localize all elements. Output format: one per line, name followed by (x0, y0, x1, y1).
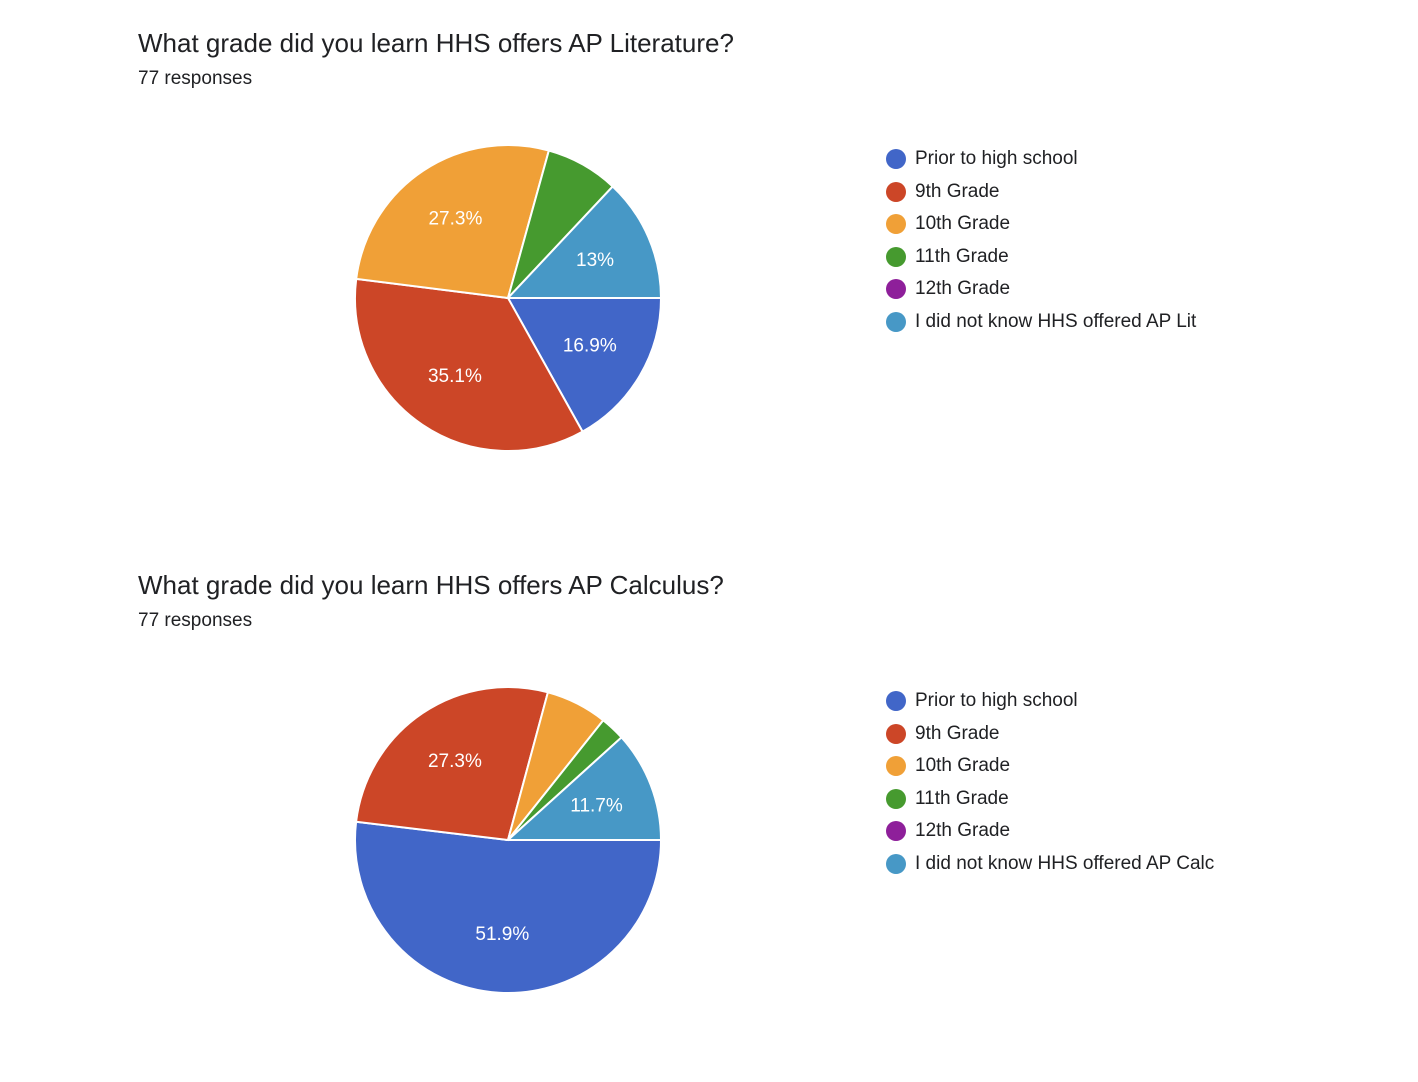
legend-swatch (886, 214, 906, 235)
legend-label: 11th Grade (915, 245, 1009, 267)
legend-item-9th-grade: 9th Grade (886, 718, 1214, 751)
slice-percent-label: 27.3% (428, 751, 482, 772)
legend-item-i-did-not-know-hhs-offered-ap-lit: I did not know HHS offered AP Lit (886, 306, 1196, 339)
pie-slice-10th-grade (355, 144, 551, 300)
chart-title: What grade did you learn HHS offers AP L… (138, 28, 734, 58)
chart-title: What grade did you learn HHS offers AP C… (138, 570, 724, 600)
slice-percent-label: 13% (576, 250, 614, 271)
pie-chart: 16.9% 35.1% 27.3% 13% (354, 144, 663, 452)
legend: Prior to high school 9th Grade 10th Grade 1… (886, 685, 1214, 880)
legend-item-12th-grade: 12th Grade (886, 273, 1196, 306)
slice-percent-label: 35.1% (428, 366, 482, 387)
legend: Prior to high school 9th Grade 10th Grade 1… (886, 143, 1196, 338)
response-count: 77 responses (138, 68, 253, 89)
legend-label: I did not know HHS offered AP Calc (915, 852, 1215, 874)
legend-item-10th-grade: 10th Grade (886, 208, 1196, 241)
legend-label: 11th Grade (915, 787, 1009, 809)
legend-swatch (886, 311, 906, 332)
chart-ap-calculus: What grade did you learn HHS offers AP C… (0, 542, 1418, 1082)
legend-item-i-did-not-know-hhs-offered-ap-calc: I did not know HHS offered AP Calc (886, 848, 1214, 881)
legend-swatch (886, 181, 906, 202)
pie-slice-9th-grade (354, 686, 550, 842)
legend-label: I did not know HHS offered AP Lit (915, 310, 1197, 332)
legend-swatch (886, 279, 906, 300)
legend-label: 12th Grade (915, 820, 1011, 842)
legend-item-9th-grade: 9th Grade (886, 176, 1196, 209)
legend-swatch (886, 691, 906, 712)
legend-label: 10th Grade (915, 755, 1011, 777)
legend-swatch (886, 756, 906, 777)
slice-percent-label: 27.3% (428, 209, 482, 230)
slice-percent-label: 16.9% (563, 336, 617, 357)
legend-label: 10th Grade (915, 213, 1011, 235)
pie-slice-i-did-not-know-hhs-offered-ap-lit (505, 185, 663, 299)
legend-label: 12th Grade (915, 278, 1011, 300)
pie-slice-prior-to-high-school (354, 820, 663, 994)
pie-chart: 51.9% 27.3% 11.7% (354, 686, 663, 994)
legend-label: 9th Grade (915, 722, 1000, 744)
slice-percent-label: 11.7% (570, 795, 623, 816)
legend-item-12th-grade: 12th Grade (886, 815, 1214, 848)
pie-slice-prior-to-high-school (506, 297, 663, 433)
legend-swatch (886, 821, 906, 842)
legend-swatch (886, 149, 906, 170)
legend-item-11th-grade: 11th Grade (886, 783, 1214, 816)
legend-item-prior-to-high-school: Prior to high school (886, 685, 1214, 718)
legend-swatch (886, 723, 906, 744)
legend-item-prior-to-high-school: Prior to high school (886, 143, 1196, 176)
legend-label: Prior to high school (915, 148, 1078, 170)
legend-swatch (886, 246, 906, 267)
chart-ap-literature: What grade did you learn HHS offers AP L… (0, 0, 1418, 540)
legend-item-11th-grade: 11th Grade (886, 241, 1196, 274)
legend-label: Prior to high school (915, 690, 1078, 712)
legend-swatch (886, 788, 906, 809)
legend-label: 9th Grade (915, 180, 1000, 202)
slice-percent-label: 51.9% (475, 924, 529, 945)
legend-item-10th-grade: 10th Grade (886, 750, 1214, 783)
response-count: 77 responses (138, 610, 253, 631)
pie-slice-i-did-not-know-hhs-offered-ap-calc (505, 735, 663, 841)
pie-slice-9th-grade (354, 277, 584, 452)
legend-swatch (886, 853, 906, 874)
